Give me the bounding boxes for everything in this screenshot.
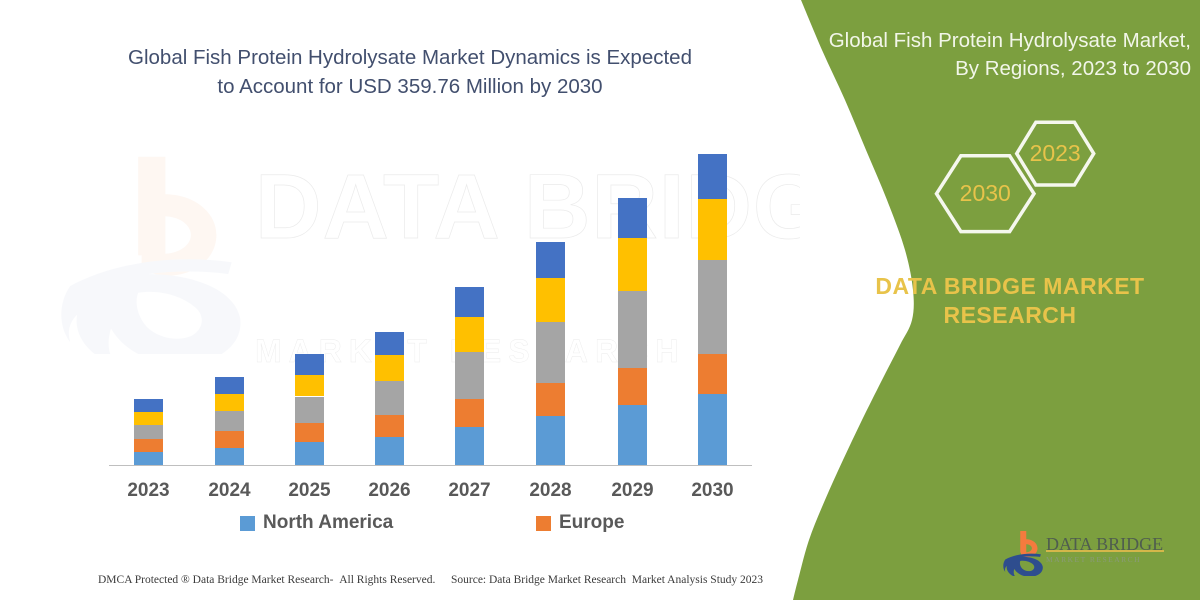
svg-text:2023: 2023	[1030, 140, 1081, 166]
svg-text:2030: 2030	[960, 180, 1011, 206]
